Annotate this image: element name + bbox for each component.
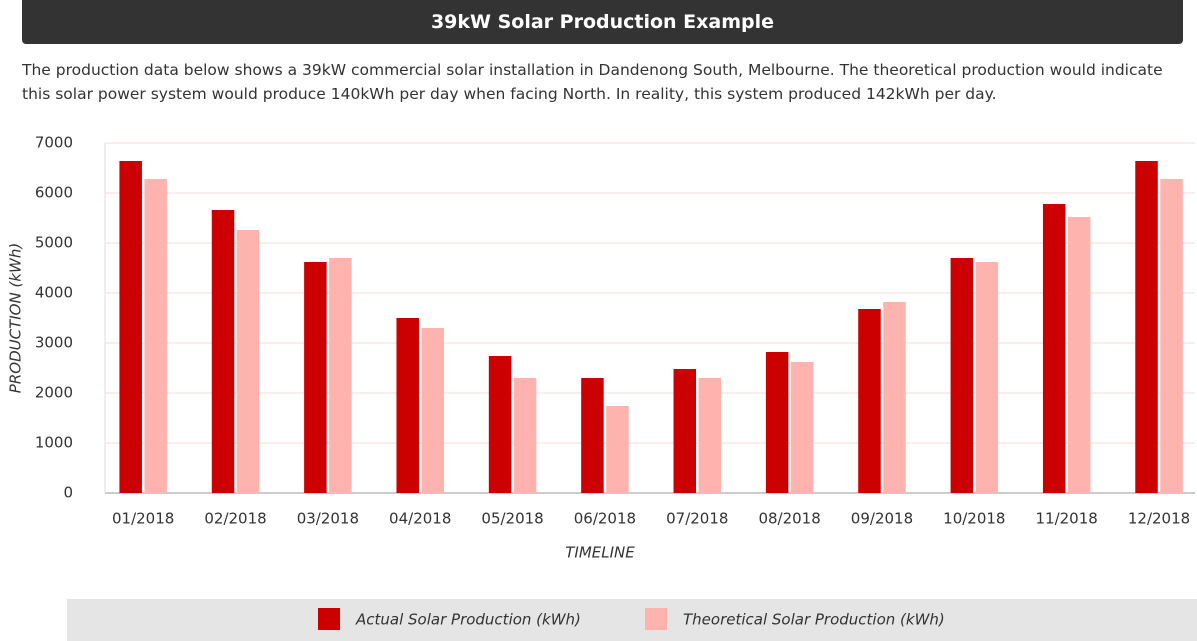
description: The production data below shows a 39kW c… [22,61,1163,103]
bar [858,309,881,493]
y-tick-label: 5000 [35,234,73,252]
y-tick-label: 2000 [35,384,73,402]
y-tick-label: 1000 [35,434,73,452]
x-tick-label: 05/2018 [481,510,543,528]
x-tick-label: 08/2018 [758,510,820,528]
bar [421,328,444,493]
bar [698,378,722,493]
y-tick-label: 6000 [35,184,73,202]
bar [236,230,260,493]
bar [211,210,235,493]
x-tick-label: 07/2018 [666,510,728,528]
x-tick-label: 02/2018 [204,510,266,528]
bar [1067,217,1091,493]
bar [790,362,814,493]
x-tick-label: 09/2018 [851,510,913,528]
legend-label: Actual Solar Production (kWh) [355,611,581,629]
legend-swatch [318,608,340,630]
y-tick-label: 4000 [35,284,73,302]
legend-label: Theoretical Solar Production (kWh) [683,611,945,629]
x-tick-label: 04/2018 [389,510,451,528]
x-tick-label: 11/2018 [1036,510,1098,528]
legend-background [67,599,1197,641]
x-tick-label: 06/2018 [574,510,636,528]
bar [975,262,999,493]
bar [581,378,604,493]
bar [329,258,352,493]
bar [883,302,906,493]
bar [1160,179,1183,493]
bar [950,258,974,493]
y-tick-label: 3000 [35,334,73,352]
bar [1135,161,1158,493]
x-tick-label: 01/2018 [112,510,174,528]
bar [119,161,142,493]
x-axis-label: TIMELINE [565,544,635,562]
bar [488,356,512,493]
bar [396,318,419,493]
x-tick-label: 03/2018 [297,510,359,528]
legend-swatch [645,608,667,630]
bar [673,369,697,493]
y-axis-label: PRODUCTION (kWh) [7,243,25,393]
x-tick-label: 10/2018 [943,510,1005,528]
y-tick-label: 7000 [35,134,73,152]
y-tick-label: 0 [63,484,73,502]
bar [606,406,629,493]
header-title: 39kW Solar Production Example [22,0,1183,44]
bar [1042,204,1066,493]
bar [765,352,789,493]
x-tick-label: 12/2018 [1128,510,1190,528]
bar [304,262,327,493]
bar [513,378,537,493]
bar [144,179,167,493]
